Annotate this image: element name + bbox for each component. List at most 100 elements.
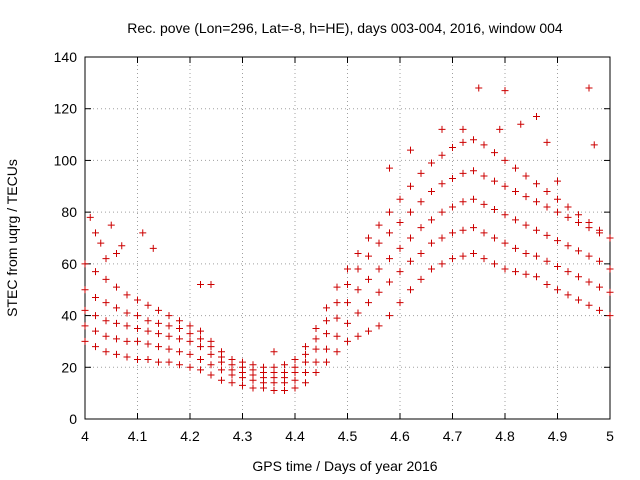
data-point bbox=[323, 304, 330, 312]
data-point bbox=[281, 368, 288, 376]
data-point bbox=[102, 332, 110, 340]
data-point bbox=[449, 255, 456, 263]
data-point bbox=[207, 337, 215, 345]
data-point bbox=[396, 268, 404, 276]
data-point bbox=[606, 265, 614, 273]
data-point bbox=[438, 180, 446, 188]
data-point bbox=[176, 335, 183, 343]
y-tick-label: 20 bbox=[61, 359, 77, 375]
data-point bbox=[522, 221, 530, 229]
data-point-outlier bbox=[102, 255, 110, 263]
data-point bbox=[470, 250, 477, 258]
data-point bbox=[501, 182, 509, 190]
data-point bbox=[543, 257, 551, 265]
data-point-outlier bbox=[92, 229, 99, 237]
data-point-outlier bbox=[496, 125, 504, 133]
data-point bbox=[543, 203, 551, 211]
data-point bbox=[144, 340, 152, 348]
data-point bbox=[218, 366, 225, 374]
data-point bbox=[365, 252, 372, 260]
data-point bbox=[491, 234, 498, 242]
data-point bbox=[323, 330, 330, 338]
data-point bbox=[491, 206, 498, 214]
data-point bbox=[186, 337, 194, 345]
data-point bbox=[407, 208, 414, 216]
data-point bbox=[396, 244, 404, 252]
data-point-outlier bbox=[386, 164, 393, 172]
data-point bbox=[585, 252, 593, 260]
data-point bbox=[312, 335, 320, 343]
data-point bbox=[323, 345, 330, 353]
data-point bbox=[186, 363, 194, 371]
data-point bbox=[459, 138, 467, 146]
data-point bbox=[365, 275, 372, 283]
data-point bbox=[575, 247, 582, 255]
data-point bbox=[491, 149, 498, 157]
data-point bbox=[386, 208, 393, 216]
data-point bbox=[575, 296, 582, 304]
data-point bbox=[81, 260, 89, 268]
y-tick-label: 80 bbox=[61, 204, 77, 220]
data-point bbox=[197, 343, 204, 351]
x-tick-label: 4.1 bbox=[128, 428, 148, 444]
data-point-outlier bbox=[543, 138, 551, 146]
data-point bbox=[197, 335, 204, 343]
data-point bbox=[428, 239, 435, 247]
data-point bbox=[533, 252, 540, 260]
data-point bbox=[102, 348, 110, 356]
data-point bbox=[270, 363, 278, 371]
data-point bbox=[333, 299, 341, 307]
data-point bbox=[596, 257, 603, 265]
data-point bbox=[260, 363, 267, 371]
data-point bbox=[123, 291, 131, 299]
data-point bbox=[113, 283, 120, 291]
data-point bbox=[470, 195, 477, 203]
data-point bbox=[564, 268, 572, 276]
data-point bbox=[417, 169, 425, 177]
data-point bbox=[585, 301, 593, 309]
data-point bbox=[438, 234, 446, 242]
data-point-outlier bbox=[139, 229, 147, 237]
data-point bbox=[407, 234, 414, 242]
data-point bbox=[480, 172, 488, 180]
data-point bbox=[491, 177, 498, 185]
data-point bbox=[155, 358, 162, 366]
data-point-outlier bbox=[475, 84, 483, 92]
data-point bbox=[155, 306, 162, 314]
data-point bbox=[81, 306, 89, 314]
data-point-outlier bbox=[107, 221, 115, 229]
data-point-outlier bbox=[438, 125, 446, 133]
data-point bbox=[207, 361, 215, 369]
data-point bbox=[375, 265, 383, 273]
data-point bbox=[134, 337, 141, 345]
data-point-outlier bbox=[149, 244, 157, 252]
data-point bbox=[123, 322, 131, 330]
x-ticks-group: 4 4.1 4.2 4.3 4.4 4.5 4.6 4.7 4.8 4.9 5 bbox=[81, 57, 614, 444]
data-point bbox=[302, 350, 309, 358]
data-point bbox=[197, 366, 204, 374]
data-point bbox=[176, 361, 183, 369]
data-point bbox=[281, 387, 288, 395]
data-point bbox=[522, 270, 530, 278]
data-point bbox=[239, 381, 246, 389]
data-point bbox=[165, 312, 173, 320]
data-point bbox=[113, 335, 120, 343]
data-point bbox=[92, 343, 99, 351]
data-point bbox=[144, 317, 152, 325]
data-point-outlier bbox=[585, 84, 593, 92]
data-point bbox=[344, 281, 351, 289]
data-point bbox=[134, 356, 141, 364]
x-grid-group bbox=[137, 57, 558, 419]
data-point bbox=[291, 384, 299, 392]
data-point bbox=[543, 281, 551, 289]
data-point bbox=[449, 229, 456, 237]
data-point bbox=[396, 299, 404, 307]
data-point bbox=[428, 159, 435, 167]
data-point-outlier bbox=[270, 348, 278, 356]
data-point bbox=[417, 250, 425, 258]
data-point bbox=[554, 195, 561, 203]
data-point bbox=[564, 203, 572, 211]
data-point bbox=[165, 345, 173, 353]
data-point bbox=[522, 193, 530, 201]
